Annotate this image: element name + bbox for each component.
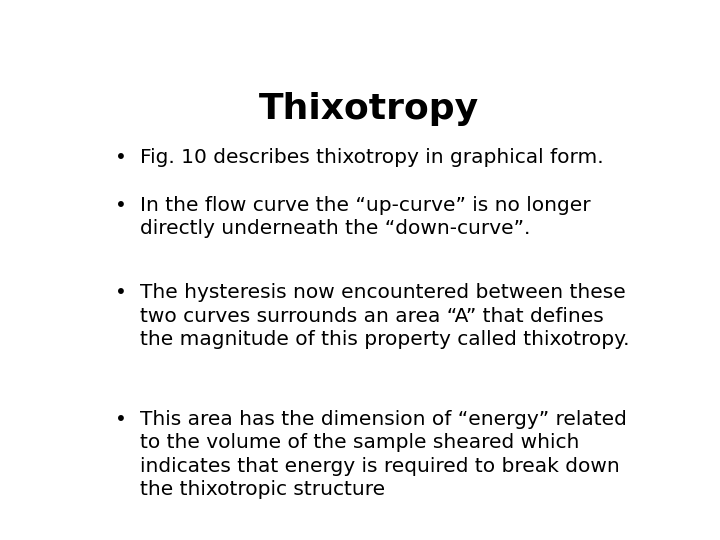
Text: •: •	[114, 148, 127, 167]
Text: This area has the dimension of “energy” related
to the volume of the sample shea: This area has the dimension of “energy” …	[140, 410, 627, 500]
Text: In the flow curve the “up-curve” is no longer
directly underneath the “down-curv: In the flow curve the “up-curve” is no l…	[140, 196, 591, 238]
Text: •: •	[114, 410, 127, 429]
Text: The hysteresis now encountered between these
two curves surrounds an area “A” th: The hysteresis now encountered between t…	[140, 283, 630, 349]
Text: •: •	[114, 196, 127, 215]
Text: •: •	[114, 283, 127, 302]
Text: Thixotropy: Thixotropy	[259, 92, 479, 126]
Text: Fig. 10 describes thixotropy in graphical form.: Fig. 10 describes thixotropy in graphica…	[140, 148, 604, 167]
